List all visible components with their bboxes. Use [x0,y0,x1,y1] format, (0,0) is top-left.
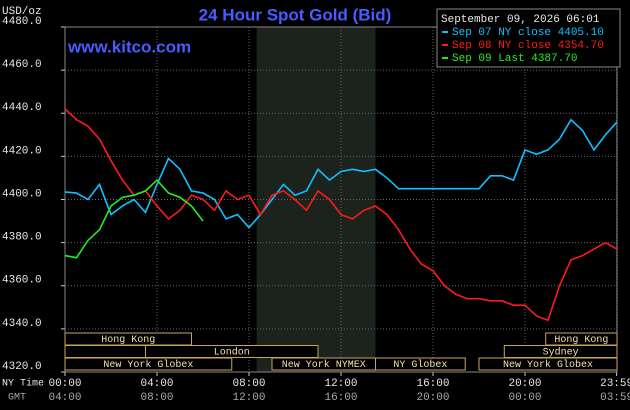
x2-axis-label: GMT [8,393,26,404]
series-line [64,108,618,322]
x2-tick-label: 20:00 [416,392,449,404]
x2-tick-label: 04:00 [48,392,81,404]
session-label: New York NYMEX [282,359,366,371]
y-tick-label: 4480.0 [2,16,42,28]
session-label: Hong Kong [554,335,608,346]
session-bar [64,357,233,371]
session-label: New York Globex [503,359,593,371]
session-label: Sydney [543,347,579,359]
legend-value: 4354.70 [558,40,604,52]
y-tick-label: 4440.0 [2,102,42,114]
x2-tick-label: 08:00 [140,392,173,404]
x-tick-label: 16:00 [416,378,449,390]
session-bar [375,357,466,371]
timestamp: September 09, 2026 06:01 [441,14,600,26]
legend-value: 4405.10 [558,27,604,39]
x-tick-label: 20:00 [508,378,541,390]
website: www.kitco.com [67,37,191,56]
x-tick-label: 08:00 [232,378,265,390]
session-label: London [214,347,250,359]
y-tick-label: 4400.0 [2,188,42,200]
x2-tick-label: 12:00 [232,392,265,404]
x-tick-label: 00:00 [48,378,81,390]
series-line [64,178,204,259]
y-tick-label: 4420.0 [2,145,42,157]
session-label: New York Globex [103,359,193,371]
x2-tick-label: 03:59 [600,392,630,404]
x-tick-label: 04:00 [140,378,173,390]
chart-title: 24 Hour Spot Gold (Bid) [199,5,392,24]
legend-label: Sep 08 NY close [452,40,551,52]
series-line [64,118,618,229]
y-tick-label: 4360.0 [2,275,42,287]
shaded-region [256,27,376,372]
legend-label: Sep 07 NY close [452,27,551,39]
session-bar [545,332,618,346]
session-label: NY Globex [393,359,447,371]
y-axis-label: USD/oz [2,6,42,18]
x-tick-label: 23:59 [600,378,630,390]
y-tick-label: 4340.0 [2,318,42,330]
x2-tick-label: 00:00 [508,392,541,404]
y-tick-label: 4380.0 [2,232,42,244]
y-tick-label: 4460.0 [2,59,42,71]
x2-tick-label: 16:00 [324,392,357,404]
x-axis-label: NY Time [2,378,44,390]
x-tick-label: 12:00 [324,378,357,390]
legend-box [436,8,621,68]
y-tick-label: 4320.0 [2,361,42,373]
session-bar [64,345,146,358]
legend-label: Sep 09 Last [452,53,525,65]
plot-frame [64,26,618,373]
legend-value: 4387.70 [531,53,577,65]
session-label: Hong Kong [101,335,155,346]
